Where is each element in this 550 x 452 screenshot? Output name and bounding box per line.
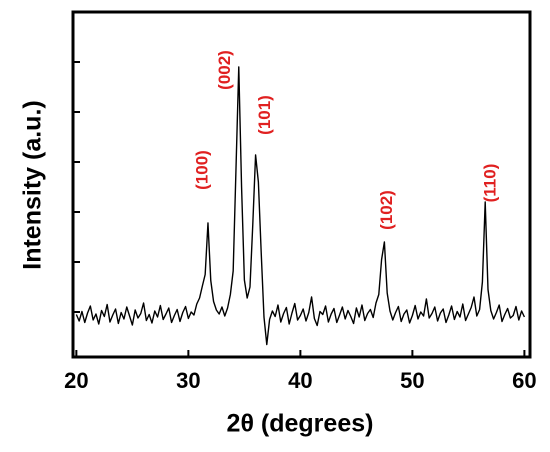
peak-label: (002) bbox=[215, 50, 234, 90]
x-tick-label: 40 bbox=[288, 368, 312, 393]
x-axis-title: 2θ (degrees) bbox=[227, 410, 374, 438]
x-tick-label: 30 bbox=[176, 368, 200, 393]
x-tick-label: 60 bbox=[512, 368, 536, 393]
peak-label: (110) bbox=[480, 164, 499, 203]
y-axis-title: Intensity (a.u.) bbox=[19, 100, 47, 269]
plot-frame bbox=[71, 10, 532, 359]
peak-label: (101) bbox=[255, 95, 274, 135]
x-tick-label: 20 bbox=[64, 368, 88, 393]
x-tick-label: 50 bbox=[400, 368, 424, 393]
peak-label: (102) bbox=[377, 190, 396, 230]
xrd-line bbox=[75, 66, 526, 346]
peak-label: (100) bbox=[192, 150, 211, 190]
